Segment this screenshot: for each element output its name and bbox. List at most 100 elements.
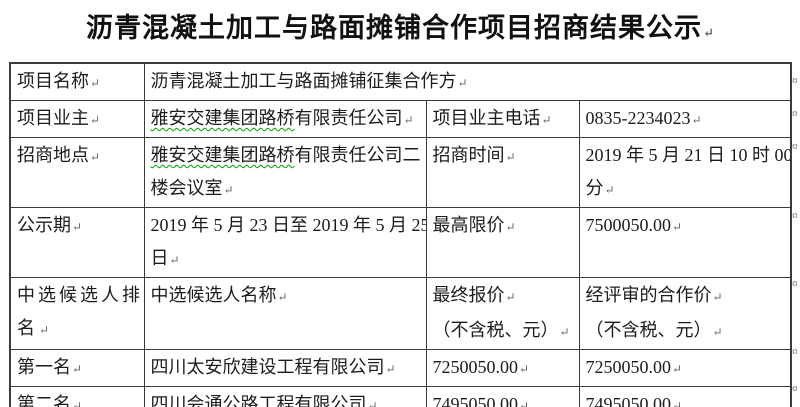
first-rank: 第一名 [17, 357, 71, 377]
evaluated-price-header-line2: （不含税、元） [585, 320, 712, 340]
max-price-value: 7500050.00 [585, 215, 672, 235]
row-end-mark: ¤ [792, 75, 798, 87]
cell-time-value: 2019 年 5 月 21 日 10 时 00 分↵ [578, 137, 792, 208]
second-rank: 第二名 [17, 394, 71, 407]
owner-phone-label: 项目业主电话 [432, 108, 541, 128]
cell-evaluated-price-header: 经评审的合作价↵ （不含税、元）↵ [578, 277, 792, 350]
table-row-publicity-period: 公示期↵ 2019 年 5 月 23 日至 2019 年 5 月 25 日↵ 最… [9, 207, 792, 278]
paragraph-mark: ↵ [72, 220, 83, 234]
paragraph-mark: ↵ [39, 323, 50, 337]
table-row-venue: 招商地点↵ 雅安交建集团路桥有限责任公司二 楼会议室↵ 招商时间↵ 2019 年… [9, 137, 792, 208]
period-label: 公示期 [17, 215, 71, 235]
time-label: 招商时间 [432, 145, 505, 165]
paragraph-mark: ↵ [277, 290, 288, 304]
cell-second-company: 四川会通公路工程有限公司↵ [143, 386, 427, 407]
cell-first-eval-price: 7250050.00↵ [578, 349, 792, 387]
paragraph-mark: ↵ [712, 290, 723, 304]
owner-phone-value: 0835-2234023 [585, 108, 691, 128]
final-bid-header-line1: 最终报价 [432, 285, 505, 305]
paragraph-mark: ↵ [559, 325, 570, 339]
row-end-mark: ¤ [792, 108, 798, 120]
paragraph-mark: ↵ [90, 150, 101, 164]
cell-first-bid: 7250050.00↵ [425, 349, 580, 387]
rank-header: 中选候选人排 名 [17, 285, 143, 338]
paragraph-mark: ↵ [672, 220, 683, 234]
time-value: 2019 年 5 月 21 日 10 时 00 分 [585, 145, 791, 198]
paragraph-mark: ↵ [385, 362, 396, 376]
cell-period-label: 公示期↵ [9, 207, 145, 278]
cell-venue-label: 招商地点↵ [9, 137, 145, 208]
cell-rank-header: 中选候选人排 名↵ [9, 277, 145, 350]
cell-candidate-name-header: 中选候选人名称↵ [143, 277, 427, 350]
row-end-mark: ¤ [792, 210, 798, 222]
paragraph-mark: ↵ [604, 183, 615, 197]
bidding-result-table: 项目名称↵ 沥青混凝土加工与路面摊铺征集合作方↵ 项目业主↵ 雅安交建集团路桥有… [9, 62, 792, 407]
paragraph-mark: ↵ [169, 253, 180, 267]
paragraph-mark: ↵ [90, 113, 101, 127]
paragraph-mark: ↵ [691, 113, 702, 127]
row-end-mark: ¤ [792, 278, 798, 290]
paragraph-mark: ↵ [457, 76, 468, 90]
owner-name-spellcheck: 雅安交建集团路桥 [150, 108, 295, 128]
second-bid-value: 7495050.00 [432, 394, 519, 407]
paragraph-mark: ↵ [703, 25, 714, 40]
second-company-name: 四川会通公路工程有限公司 [150, 394, 367, 407]
cell-max-price-value: 7500050.00↵ [578, 207, 792, 278]
cell-owner-phone-value: 0835-2234023↵ [578, 100, 792, 138]
page-title: 沥青混凝土加工与路面摊铺合作项目招商结果公示↵ [0, 8, 800, 48]
page-title-text: 沥青混凝土加工与路面摊铺合作项目招商结果公示 [86, 13, 703, 43]
max-price-label: 最高限价 [432, 215, 505, 235]
paragraph-mark: ↵ [541, 113, 552, 127]
paragraph-mark: ↵ [505, 290, 516, 304]
paragraph-mark: ↵ [367, 399, 378, 407]
paragraph-mark: ↵ [519, 399, 530, 407]
first-bid-value: 7250050.00 [432, 357, 519, 377]
paragraph-mark: ↵ [519, 362, 530, 376]
paragraph-mark: ↵ [712, 325, 723, 339]
cell-project-name-label: 项目名称↵ [9, 62, 145, 101]
table-row-second-place: 第二名↵ 四川会通公路工程有限公司↵ 7495050.00↵ 7495050.0… [9, 386, 792, 407]
cell-time-label: 招商时间↵ [425, 137, 580, 208]
second-eval-price-value: 7495050.00 [585, 394, 672, 407]
paragraph-mark: ↵ [505, 150, 516, 164]
paragraph-mark: ↵ [72, 362, 83, 376]
row-end-mark: ¤ [792, 383, 798, 395]
cell-second-eval-price: 7495050.00↵ [578, 386, 792, 407]
first-eval-price-value: 7250050.00 [585, 357, 672, 377]
cell-first-rank: 第一名↵ [9, 349, 145, 387]
cell-max-price-label: 最高限价↵ [425, 207, 580, 278]
cell-period-value: 2019 年 5 月 23 日至 2019 年 5 月 25 日↵ [143, 207, 427, 278]
cell-second-rank: 第二名↵ [9, 386, 145, 407]
cell-first-company: 四川太安欣建设工程有限公司↵ [143, 349, 427, 387]
venue-name-rest: 有限责任公司二 楼会议室 [150, 145, 421, 198]
project-name-label: 项目名称 [17, 71, 89, 91]
paragraph-mark: ↵ [90, 76, 101, 90]
row-end-mark: ¤ [792, 141, 798, 153]
table-row-candidate-header: 中选候选人排 名↵ 中选候选人名称↵ 最终报价↵ （不含税、元）↵ 经评审的合作价… [9, 277, 792, 350]
owner-label: 项目业主 [17, 108, 89, 128]
cell-owner-phone-label: 项目业主电话↵ [425, 100, 580, 138]
paragraph-mark: ↵ [505, 220, 516, 234]
row-end-mark: ¤ [792, 346, 798, 358]
cell-venue-value: 雅安交建集团路桥有限责任公司二 楼会议室↵ [143, 137, 427, 208]
venue-label: 招商地点 [17, 145, 89, 165]
cell-owner-value: 雅安交建集团路桥有限责任公司↵ [143, 100, 427, 138]
paragraph-mark: ↵ [223, 183, 234, 197]
evaluated-price-header-line1: 经评审的合作价 [585, 285, 712, 305]
candidate-name-header: 中选候选人名称 [150, 285, 277, 305]
owner-name-rest: 有限责任公司 [294, 108, 403, 128]
paragraph-mark: ↵ [672, 399, 683, 407]
paragraph-mark: ↵ [72, 399, 83, 407]
paragraph-mark: ↵ [672, 362, 683, 376]
cell-second-bid: 7495050.00↵ [425, 386, 580, 407]
cell-final-bid-header: 最终报价↵ （不含税、元）↵ [425, 277, 580, 350]
cell-project-name-value: 沥青混凝土加工与路面摊铺征集合作方↵ [143, 62, 792, 101]
first-company-name: 四川太安欣建设工程有限公司 [150, 357, 385, 377]
announcement-page: 沥青混凝土加工与路面摊铺合作项目招商结果公示↵ 项目名称↵ 沥青混凝土加工与路面… [0, 8, 800, 407]
period-value: 2019 年 5 月 23 日至 2019 年 5 月 25 日 [150, 215, 426, 268]
paragraph-mark: ↵ [403, 113, 414, 127]
table-row-owner: 项目业主↵ 雅安交建集团路桥有限责任公司↵ 项目业主电话↵ 0835-22340… [9, 100, 792, 138]
final-bid-header-line2: （不含税、元） [432, 320, 559, 340]
cell-owner-label: 项目业主↵ [9, 100, 145, 138]
venue-name-spellcheck: 雅安交建集团路桥 [150, 145, 295, 165]
